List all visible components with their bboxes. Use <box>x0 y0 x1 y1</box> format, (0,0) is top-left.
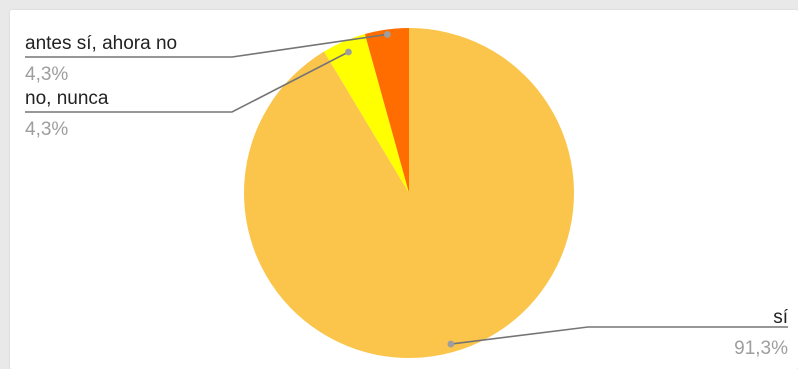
leader-no-nunca-dot <box>345 48 352 56</box>
slice-label-si: sí <box>773 307 789 328</box>
slice-label-antes: antes sí, ahora no <box>25 33 177 54</box>
slice-percent-antes: 4,3% <box>25 64 68 85</box>
leader-si-dot <box>447 340 455 348</box>
slice-no-nunca <box>324 33 409 193</box>
pie-slices <box>243 28 575 358</box>
slice-label-no-nunca: no, nunca <box>25 88 109 109</box>
slice-antes <box>364 28 409 193</box>
leader-no-nunca <box>25 51 349 113</box>
slice-percent-si: 91,3% <box>734 338 788 359</box>
leader-antes <box>25 33 388 58</box>
leader-antes-dot <box>384 31 391 38</box>
leader-lines <box>25 31 788 348</box>
slice-percent-no-nunca: 4,3% <box>25 119 68 140</box>
leader-si <box>450 326 788 345</box>
